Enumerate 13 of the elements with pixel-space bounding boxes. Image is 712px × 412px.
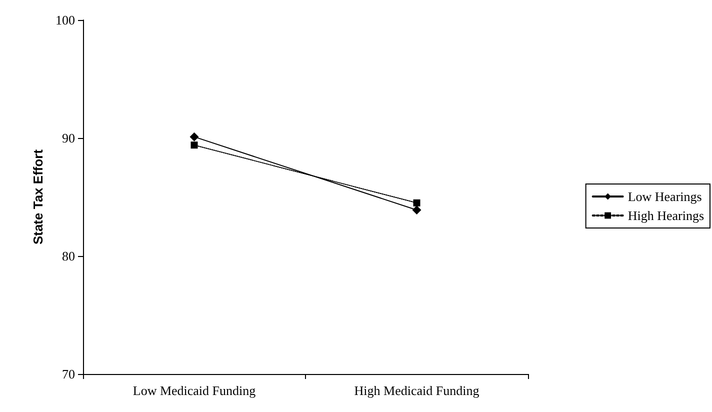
y-tick-label: 100 <box>56 12 75 28</box>
point <box>413 199 420 206</box>
point <box>190 142 198 149</box>
x-tick-label: High Medicaid Funding <box>354 383 480 398</box>
y-tick-label: 80 <box>62 248 75 264</box>
legend-label: High Hearings <box>628 208 704 223</box>
legend-label: Low Hearings <box>628 189 702 204</box>
y-tick-label: 70 <box>62 366 75 382</box>
point <box>190 132 199 142</box>
y-axis-title: State Tax Effort <box>30 148 46 245</box>
y-tick-label: 90 <box>62 130 75 146</box>
x-tick-label: Low Medicaid Funding <box>132 383 256 398</box>
point <box>412 205 422 214</box>
